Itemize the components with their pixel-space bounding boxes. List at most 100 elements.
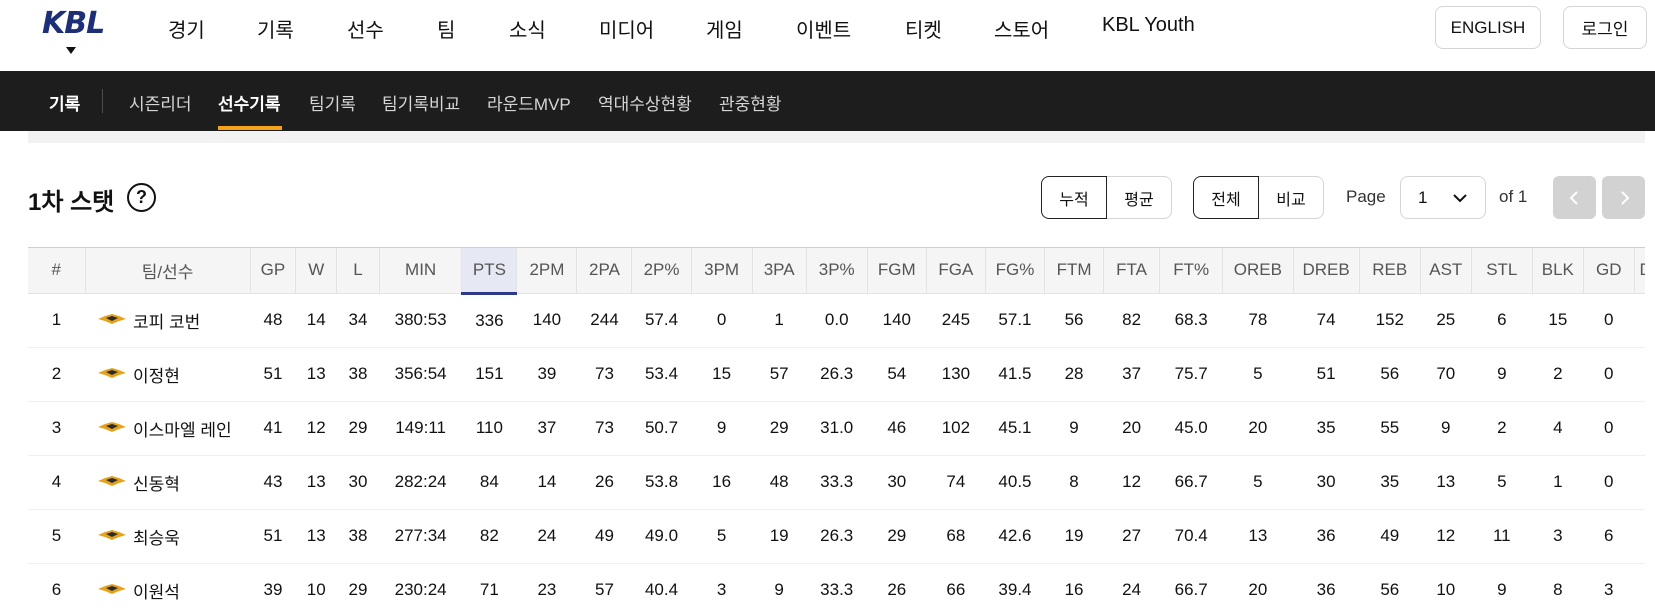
mode-cumulative-button[interactable]: 누적 bbox=[1041, 176, 1107, 219]
subnav-item-awards[interactable]: 역대수상현황 bbox=[598, 95, 692, 114]
player-name[interactable]: 이원석 bbox=[133, 582, 180, 602]
table-row[interactable]: 5 최승욱 51 13 38 277:34 82 24 49 49.0 5 19 26.3 29 68 42.… bbox=[28, 509, 1645, 564]
column-header[interactable]: FTM bbox=[1043, 248, 1104, 294]
stat-cell: 51 bbox=[250, 347, 296, 402]
table-row[interactable]: 4 신동혁 43 13 30 282:24 84 14 26 53.8 16 48 33.3 30 74 40… bbox=[28, 455, 1645, 510]
column-header[interactable]: FGM bbox=[866, 248, 927, 294]
column-header[interactable]: GD bbox=[1582, 248, 1635, 294]
nav-item-store[interactable]: 스토어 bbox=[994, 20, 1050, 42]
stat-cell: 245 bbox=[926, 293, 986, 348]
stat-cell: 82 bbox=[1103, 293, 1160, 348]
stat-cell: 19 bbox=[752, 509, 807, 564]
subnav-item-season-leaders[interactable]: 시즌리더 bbox=[129, 95, 192, 114]
stat-cell: 57 bbox=[752, 347, 807, 402]
column-header[interactable]: W bbox=[295, 248, 337, 294]
nav-item-game[interactable]: 게임 bbox=[706, 20, 743, 42]
stat-cell: 38 bbox=[336, 509, 380, 564]
stat-cell: 45.0 bbox=[1159, 401, 1223, 456]
help-circle-icon[interactable]: ? bbox=[127, 183, 156, 212]
column-header[interactable]: DREB bbox=[1292, 248, 1360, 294]
subnav-section-title[interactable]: 기록 bbox=[49, 95, 81, 114]
column-header[interactable]: 2PM bbox=[516, 248, 577, 294]
column-header[interactable]: L bbox=[336, 248, 380, 294]
column-header[interactable]: GP bbox=[249, 248, 296, 294]
stat-cell: 24 bbox=[1103, 563, 1160, 608]
page-select[interactable]: 1 bbox=[1400, 176, 1486, 219]
player-name[interactable]: 최승욱 bbox=[133, 528, 180, 548]
column-header[interactable]: STL bbox=[1470, 248, 1533, 294]
column-header[interactable]: # bbox=[28, 248, 86, 294]
column-header[interactable]: 3PM bbox=[690, 248, 753, 294]
column-header[interactable]: OREB bbox=[1222, 248, 1294, 294]
stat-cell: 2 bbox=[1471, 401, 1533, 456]
column-header[interactable]: FT% bbox=[1159, 248, 1223, 294]
login-button[interactable]: 로그인 bbox=[1563, 6, 1647, 49]
stat-cell: 48 bbox=[250, 293, 296, 348]
player-name[interactable]: 신동혁 bbox=[133, 474, 180, 494]
stat-cell: 26.3 bbox=[806, 347, 868, 402]
stats-table-container[interactable]: # 팀/선수 GP W L MIN PTS 2PM 2PA 2P% 3PM 3PA 3P% FGM FGA F… bbox=[28, 247, 1645, 608]
stat-cell: 0 bbox=[1583, 293, 1635, 348]
subnav-divider bbox=[102, 89, 103, 113]
stat-cell: 2 bbox=[1532, 347, 1584, 402]
stat-cell: 73 bbox=[576, 401, 632, 456]
nav-item-news[interactable]: 소식 bbox=[509, 20, 546, 42]
stat-cell: 140 bbox=[867, 293, 927, 348]
nav-item-team[interactable]: 팀 bbox=[437, 20, 456, 42]
stat-cell: 39.4 bbox=[985, 563, 1045, 608]
column-header[interactable]: BLK bbox=[1531, 248, 1584, 294]
column-header[interactable]: MIN bbox=[378, 248, 462, 294]
nav-item-records[interactable]: 기록 bbox=[257, 20, 294, 42]
stat-cell: 48 bbox=[752, 455, 807, 510]
nav-item-events[interactable]: 이벤트 bbox=[796, 20, 852, 42]
stat-cell: 11 bbox=[1471, 509, 1533, 564]
stat-cell: 7 bbox=[1634, 401, 1645, 456]
caret-down-icon[interactable] bbox=[66, 47, 76, 54]
column-header[interactable]: 팀/선수 bbox=[84, 248, 251, 294]
stat-cell: 70.4 bbox=[1159, 509, 1223, 564]
nav-item-kbl-youth[interactable]: KBL Youth bbox=[1102, 14, 1195, 36]
nav-item-tickets[interactable]: 티켓 bbox=[905, 20, 942, 42]
column-header[interactable]: FG% bbox=[984, 248, 1045, 294]
stat-cell: 12 bbox=[1103, 455, 1160, 510]
player-name[interactable]: 이스마엘 레인 bbox=[133, 420, 232, 440]
table-row[interactable]: 3 이스마엘 레인 41 12 29 149:11 110 37 73 50.7 9 29 31.0 46… bbox=[28, 401, 1645, 456]
table-row[interactable]: 6 이원석 39 10 29 230:24 71 23 57 40.4 3 9 33.3 26 66 39.4… bbox=[28, 563, 1645, 608]
subnav-item-attendance[interactable]: 관중현황 bbox=[719, 95, 782, 114]
column-header[interactable]: DK bbox=[1633, 248, 1645, 294]
nav-item-games[interactable]: 경기 bbox=[168, 20, 205, 42]
column-header[interactable]: 3PA bbox=[751, 248, 807, 294]
mode-average-button[interactable]: 평균 bbox=[1107, 176, 1172, 219]
stat-cell: 0 bbox=[1634, 347, 1645, 402]
column-header[interactable]: FGA bbox=[925, 248, 986, 294]
column-header[interactable]: REB bbox=[1358, 248, 1421, 294]
view-all-button[interactable]: 전체 bbox=[1193, 176, 1259, 219]
player-name[interactable]: 이정현 bbox=[133, 366, 180, 386]
column-header[interactable]: 2PA bbox=[576, 248, 632, 294]
nav-item-players[interactable]: 선수 bbox=[347, 20, 384, 42]
player-name[interactable]: 코피 코번 bbox=[133, 312, 201, 332]
subnav-item-team-compare[interactable]: 팀기록비교 bbox=[382, 95, 461, 114]
table-body: 1 코피 코번 48 14 34 380:53 336 140 244 57.4 0 1 0.0 140 2… bbox=[28, 293, 1645, 608]
subnav-item-team-records[interactable]: 팀기록 bbox=[309, 95, 356, 114]
table-row[interactable]: 1 코피 코번 48 14 34 380:53 336 140 244 57.4 0 1 0.0 140 2… bbox=[28, 293, 1645, 348]
nav-item-media[interactable]: 미디어 bbox=[599, 20, 655, 42]
column-header[interactable]: PTS bbox=[461, 248, 517, 295]
prev-page-button[interactable] bbox=[1553, 176, 1596, 219]
stat-cell: 28 bbox=[1044, 347, 1104, 402]
stat-cell: 8 bbox=[1532, 563, 1584, 608]
subnav-item-player-records[interactable]: 선수기록 bbox=[218, 95, 281, 114]
next-page-button[interactable] bbox=[1602, 176, 1645, 219]
column-header[interactable]: 3P% bbox=[805, 248, 868, 294]
view-compare-button[interactable]: 비교 bbox=[1259, 176, 1324, 219]
column-header[interactable]: 2P% bbox=[631, 248, 692, 294]
stat-cell: 230:24 bbox=[379, 563, 462, 608]
stat-cell: 0 bbox=[691, 293, 753, 348]
english-button[interactable]: ENGLISH bbox=[1435, 6, 1541, 49]
table-row[interactable]: 2 이정현 51 13 38 356:54 151 39 73 53.4 15 57 26.3 54 130… bbox=[28, 347, 1645, 402]
column-header[interactable]: FTA bbox=[1103, 248, 1160, 294]
stat-cell: 1 bbox=[1532, 455, 1584, 510]
subnav-item-round-mvp[interactable]: 라운드MVP bbox=[487, 95, 571, 114]
column-header[interactable]: AST bbox=[1419, 248, 1472, 294]
kbl-logo[interactable]: KBL bbox=[42, 6, 105, 58]
